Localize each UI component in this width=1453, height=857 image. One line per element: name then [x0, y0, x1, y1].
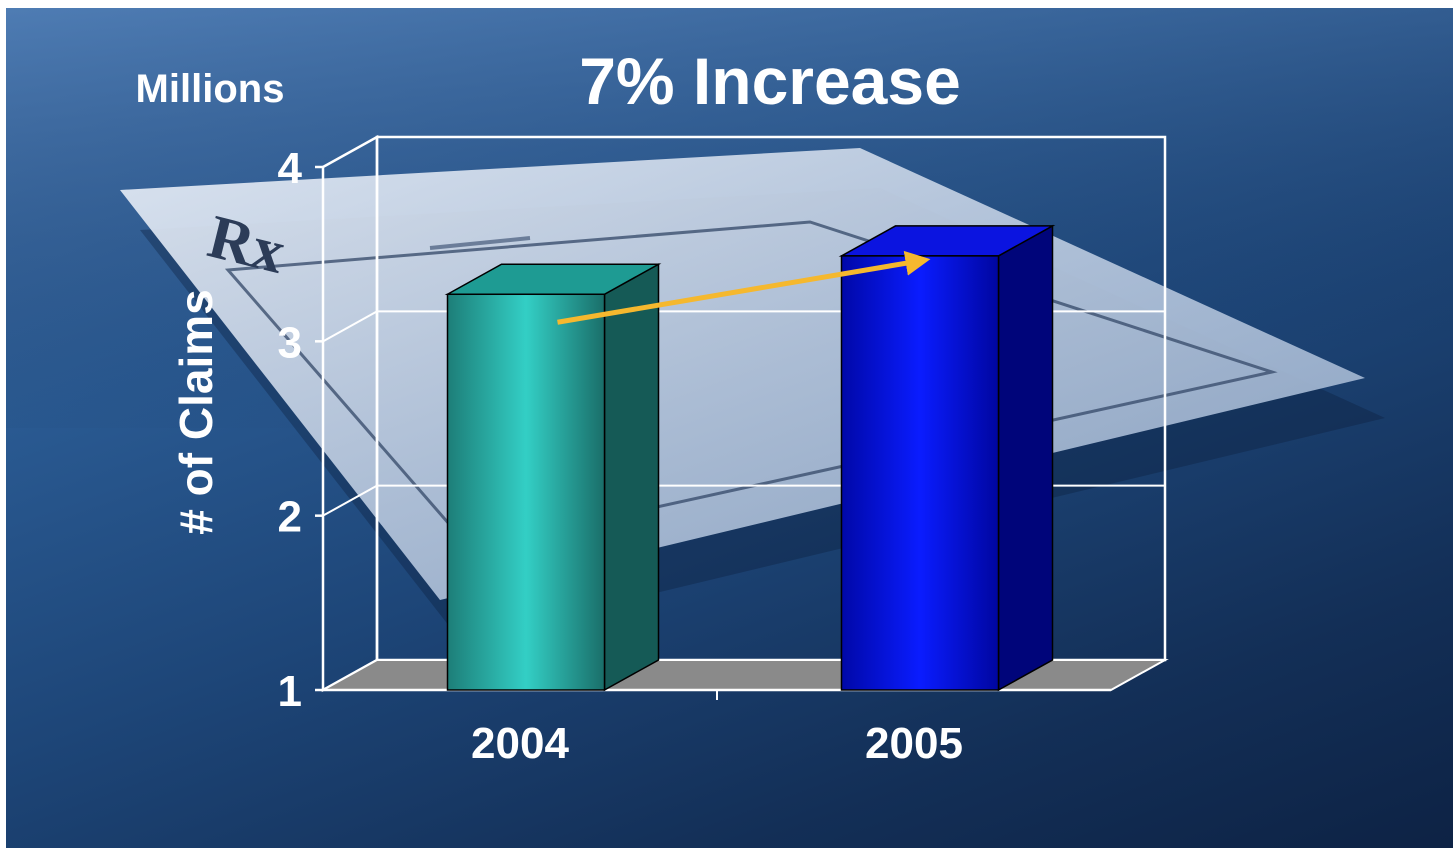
prescription-paper-image: Rx [6, 8, 1453, 640]
slide-bottom-border [0, 848, 1453, 857]
bar-front [840, 255, 1000, 691]
y-axis-label: # of Claims [170, 289, 222, 534]
y-tick-label: 1 [278, 667, 302, 716]
chart-title: 7% Increase [579, 44, 961, 118]
bar-2005 [838, 224, 1056, 692]
bars [444, 224, 1056, 692]
y-axis-ticks: 1 2 3 4 [278, 144, 323, 716]
x-tick-label: 2005 [865, 719, 963, 768]
gridline-side [322, 484, 378, 517]
x-tick-label: 2004 [471, 719, 569, 768]
bar-front [446, 293, 606, 691]
x-axis-ticks: 2004 2005 [471, 690, 963, 768]
bar-side [997, 224, 1054, 692]
increase-arrow [557, 250, 931, 325]
unit-label: Millions [136, 67, 285, 111]
increase-arrow-group [557, 250, 931, 325]
gridline-side [322, 310, 378, 343]
bar-side [603, 262, 660, 692]
bar-2004 [444, 262, 662, 692]
y-tick-label: 3 [278, 318, 302, 367]
y-tick-label: 4 [278, 144, 303, 193]
y-tick-label: 2 [278, 493, 302, 542]
